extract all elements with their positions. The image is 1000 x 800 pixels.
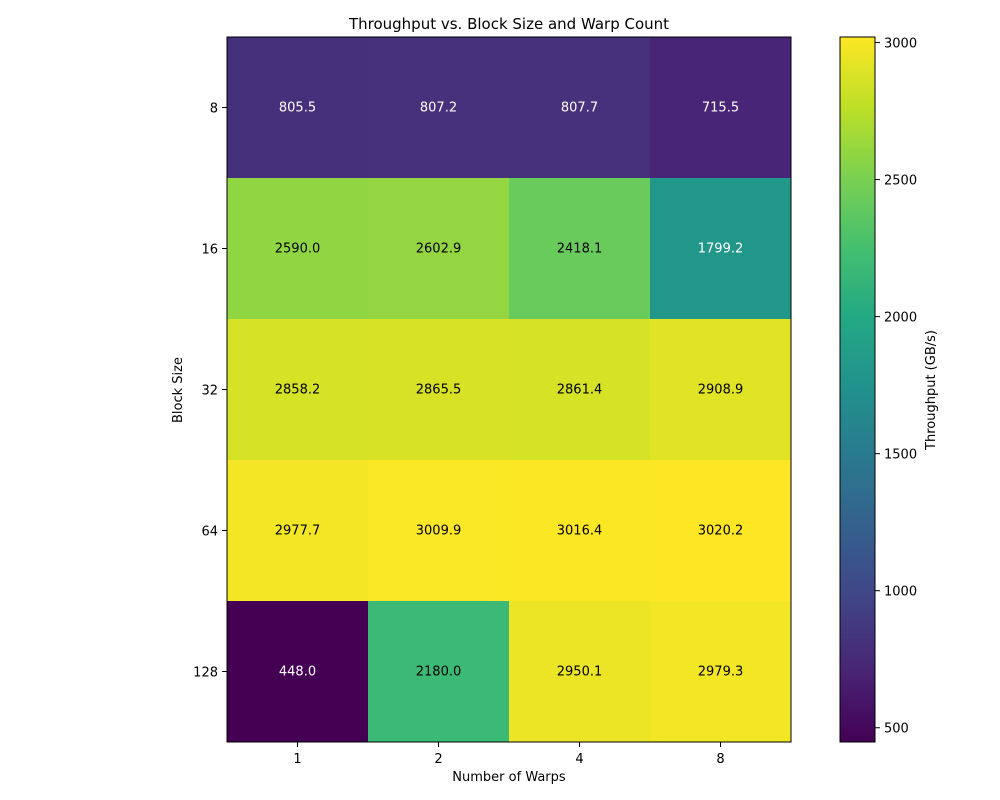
cell-value-label: 3016.4 bbox=[557, 524, 603, 539]
y-tick-label: 64 bbox=[201, 525, 218, 540]
colorbar-label: Throughput (GB/s) bbox=[924, 330, 939, 451]
colorbar-tick-label: 1000 bbox=[884, 585, 917, 600]
heatmap-cell bbox=[368, 601, 510, 743]
colorbar-tick-label: 1500 bbox=[884, 448, 917, 463]
x-tick-label: 1 bbox=[293, 752, 301, 767]
cell-value-label: 3009.9 bbox=[416, 524, 462, 539]
cell-value-label: 715.5 bbox=[702, 101, 739, 116]
colorbar-tick-label: 3000 bbox=[884, 37, 917, 52]
colorbar-tick-label: 2500 bbox=[884, 174, 917, 189]
colorbar-tick-label: 2000 bbox=[884, 311, 917, 326]
x-tick-label: 2 bbox=[434, 752, 442, 767]
heatmap-cell bbox=[509, 601, 651, 743]
y-tick-label: 32 bbox=[201, 384, 218, 399]
colorbar-tick-label: 500 bbox=[884, 722, 909, 737]
cell-value-label: 2908.9 bbox=[698, 383, 744, 398]
heatmap-cell bbox=[227, 460, 369, 602]
heatmap-cell bbox=[227, 601, 369, 743]
heatmap-cell bbox=[227, 319, 369, 461]
x-tick-label: 4 bbox=[575, 752, 583, 767]
heatmap-cell bbox=[509, 178, 651, 320]
chart-title: Throughput vs. Block Size and Warp Count bbox=[348, 15, 669, 33]
heatmap-cell bbox=[509, 37, 651, 179]
heatmap-cell bbox=[509, 319, 651, 461]
heatmap-cell bbox=[650, 601, 792, 743]
cell-value-label: 2861.4 bbox=[557, 383, 603, 398]
cell-value-label: 2858.2 bbox=[275, 383, 321, 398]
heatmap-cell bbox=[368, 319, 510, 461]
cell-value-label: 807.7 bbox=[561, 101, 598, 116]
heatmap-cell bbox=[650, 460, 792, 602]
cell-value-label: 2865.5 bbox=[416, 383, 462, 398]
y-axis-label: Block Size bbox=[171, 357, 186, 423]
y-tick-label: 16 bbox=[201, 243, 218, 258]
heatmap-cell bbox=[368, 37, 510, 179]
heatmap-cell-labels: 805.5 807.2 807.7 715.5 2590.0 2602.9 2418.1 17… bbox=[275, 101, 744, 680]
cell-value-label: 2950.1 bbox=[557, 665, 603, 680]
heatmap-cells bbox=[227, 37, 792, 743]
cell-value-label: 2180.0 bbox=[416, 665, 462, 680]
heatmap-cell bbox=[368, 460, 510, 602]
x-tick-label: 8 bbox=[716, 752, 724, 767]
colorbar bbox=[839, 36, 876, 743]
cell-value-label: 3020.2 bbox=[698, 524, 744, 539]
cell-value-label: 2977.7 bbox=[275, 524, 321, 539]
heatmap-cell bbox=[650, 178, 792, 320]
heatmap-cell bbox=[509, 460, 651, 602]
heatmap-cell bbox=[650, 37, 792, 179]
cell-value-label: 1799.2 bbox=[698, 242, 744, 257]
cell-value-label: 805.5 bbox=[279, 101, 316, 116]
cell-value-label: 807.2 bbox=[420, 101, 457, 116]
x-axis-label: Number of Warps bbox=[452, 770, 566, 785]
y-tick-label: 128 bbox=[193, 666, 218, 681]
y-tick-label: 8 bbox=[210, 102, 218, 117]
heatmap-cell bbox=[227, 37, 369, 179]
colorbar-ticks: 500 1000 1500 2000 2500 3000 bbox=[875, 37, 917, 737]
heatmap-cell bbox=[650, 319, 792, 461]
y-axis-ticks: 8 16 32 64 128 bbox=[193, 102, 227, 681]
heatmap-cell bbox=[227, 178, 369, 320]
cell-value-label: 2590.0 bbox=[275, 242, 321, 257]
x-axis-ticks: 1 2 4 8 bbox=[293, 742, 725, 767]
cell-value-label: 2979.3 bbox=[698, 665, 744, 680]
cell-value-label: 448.0 bbox=[279, 665, 316, 680]
cell-value-label: 2602.9 bbox=[416, 242, 462, 257]
heatmap-cell bbox=[368, 178, 510, 320]
cell-value-label: 2418.1 bbox=[557, 242, 603, 257]
